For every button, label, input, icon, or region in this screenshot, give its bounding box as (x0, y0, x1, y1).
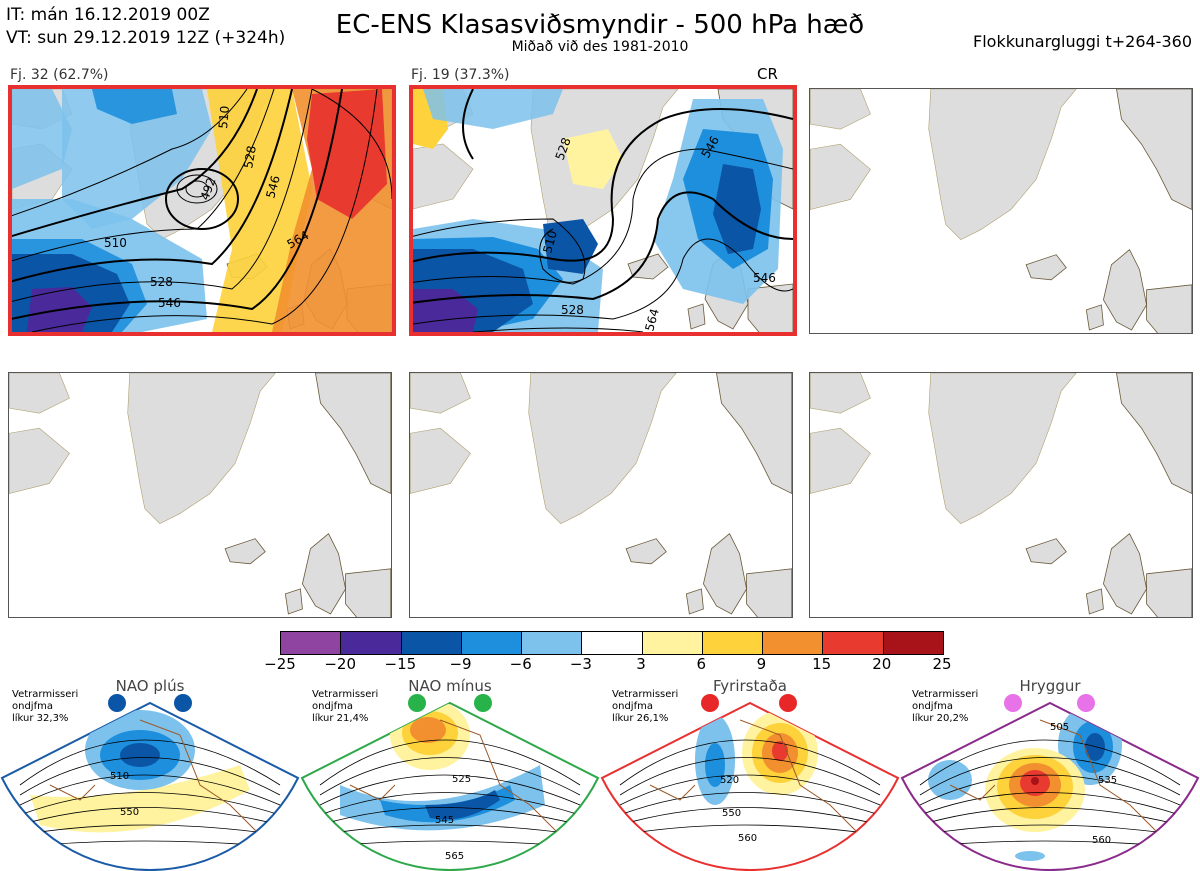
colorbar-segment (341, 632, 402, 654)
cluster-2-regime-code: CR (757, 65, 778, 83)
cluster-1-map: 492 510 528 546 564 510 528 546 (8, 85, 396, 336)
cluster-2-contour-label: 564 (642, 307, 661, 332)
regime-contour-label: 550 (120, 807, 139, 818)
regime-contour-label: 510 (110, 771, 129, 782)
initial-time: IT: mán 16.12.2019 00Z (6, 5, 210, 25)
regime-contour-label: 565 (445, 851, 464, 862)
colorbar-segment (883, 632, 943, 654)
cluster-1-contour-label: 528 (150, 275, 173, 289)
colorbar-segment (522, 632, 583, 654)
colorbar-tick-label: 25 (932, 655, 952, 673)
regime-info: Vetrarmisseri ondjfma líkur 20,2% (912, 689, 979, 724)
empty-cluster-map (809, 88, 1193, 334)
valid-time: VT: sun 29.12.2019 12Z (+324h) (6, 28, 286, 48)
colorbar-tick-label: −15 (384, 655, 417, 673)
regime-name: Fyrirstaða (713, 677, 787, 695)
cluster-1-contour-label: 546 (263, 174, 282, 200)
colorbar-tick-label: −6 (509, 655, 532, 673)
colorbar-tick-label: −25 (264, 655, 296, 673)
cluster-2-contour-label: 510 (540, 229, 559, 255)
colorbar-tick-label: −3 (569, 655, 592, 673)
colorbar-segment (582, 632, 643, 654)
cluster-1-contour-label: 546 (158, 296, 181, 310)
regime-nao-plus: NAO plús Vetrarmisseri ondjfma líkur 32,3%… (0, 675, 300, 871)
regime-contour-label: 560 (738, 833, 757, 844)
regime-contour-label: 560 (1092, 835, 1111, 846)
cluster-1-contour-label: 528 (241, 145, 259, 170)
header-times: IT: mán 16.12.2019 00Z VT: sun 29.12.201… (6, 4, 285, 50)
classification-window: Flokkunargluggi t+264-360 (973, 32, 1192, 51)
page-title: EC-ENS Klasasviðsmyndir - 500 hPa hæð (335, 10, 865, 40)
colorbar-tick-label: 3 (636, 655, 646, 673)
regime-contour-label: 525 (452, 774, 471, 785)
colorbar-segment (642, 632, 703, 654)
colorbar-tick-label: 6 (696, 655, 707, 673)
colorbar-tick-label: 15 (812, 655, 832, 673)
regime-name: NAO mínus (408, 677, 492, 695)
regime-contour-label: 505 (1050, 722, 1069, 733)
colorbar-tick-label: 9 (756, 655, 767, 673)
colorbar-segment (281, 632, 342, 654)
colorbar-tick-label: −9 (449, 655, 472, 673)
empty-cluster-map (809, 372, 1193, 618)
regime-nao-minus: NAO mínus Vetrarmisseri ondjfma líkur 21,4… (300, 675, 600, 871)
regime-name: NAO plús (115, 677, 185, 695)
colorbar-segment (702, 632, 764, 654)
cluster-1-contour-label: 510 (104, 236, 127, 250)
regime-ridge: Hryggur Vetrarmisseri ondjfma líkur 20,2% (900, 675, 1200, 871)
colorbar-segment (401, 632, 462, 654)
colorbar-segment (461, 632, 523, 654)
page-subtitle: Miðað við des 1981-2010 (511, 39, 689, 55)
regime-blocking: Fyrirstaða Vetrarmisseri ondjfma líkur 26,… (600, 675, 900, 871)
regime-info: Vetrarmisseri ondjfma líkur 26,1% (612, 689, 679, 724)
regime-contour-label: 545 (435, 815, 454, 826)
regime-contour-label: 550 (722, 808, 741, 819)
regime-name: Hryggur (1019, 677, 1081, 695)
cluster-2-map: 510 528 528 546 564 546 (409, 85, 797, 336)
colorbar-tick-label: 20 (872, 655, 892, 673)
regime-contour-label: 520 (720, 775, 739, 786)
cluster-1-contour-label: 510 (216, 105, 232, 129)
empty-cluster-map (8, 372, 392, 618)
cluster-2-label: Fj. 19 (37.3%) (411, 67, 510, 83)
colorbar-tick-label: −20 (324, 655, 356, 673)
anomaly-colorbar (280, 631, 944, 655)
colorbar-segment (823, 632, 884, 654)
cluster-2-contour-label: 528 (561, 303, 584, 317)
regime-info: Vetrarmisseri ondjfma líkur 32,3% (12, 689, 79, 724)
cluster-2-contour-label: 546 (753, 271, 776, 285)
empty-cluster-map (409, 372, 793, 618)
colorbar-segment (763, 632, 824, 654)
regime-info: Vetrarmisseri ondjfma líkur 21,4% (312, 689, 379, 724)
cluster-1-label: Fj. 32 (62.7%) (10, 67, 109, 83)
regime-contour-label: 535 (1098, 775, 1117, 786)
